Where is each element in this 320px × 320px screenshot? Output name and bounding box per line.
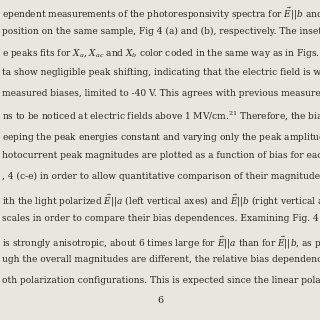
Text: e peaks fits for $X_a$, $X_{ac}$ and $X_b$ color coded in the same way as in Fig: e peaks fits for $X_a$, $X_{ac}$ and $X_… xyxy=(2,47,320,60)
Text: 6: 6 xyxy=(157,296,163,305)
Text: oth polarization configurations. This is expected since the linear polarizatio: oth polarization configurations. This is… xyxy=(2,276,320,285)
Text: ta show negligible peak shifting, indicating that the electric field is well bel: ta show negligible peak shifting, indica… xyxy=(2,68,320,77)
Text: eeping the peak energies constant and varying only the peak amplitudes ($I^0_{ph: eeping the peak energies constant and va… xyxy=(2,131,320,146)
Text: position on the same sample, Fig 4 (a) and (b), respectively. The insets of Fig: position on the same sample, Fig 4 (a) a… xyxy=(2,27,320,36)
Text: ns to be noticed at electric fields above 1 MV/cm.$^{21}$ Therefore, the bias de: ns to be noticed at electric fields abov… xyxy=(2,110,320,124)
Text: ependent measurements of the photoresponsivity spectra for $\vec{E}||b$ and $\ve: ependent measurements of the photorespon… xyxy=(2,6,320,22)
Text: , 4 (c-e) in order to allow quantitative comparison of their magnitudes. For ea: , 4 (c-e) in order to allow quantitative… xyxy=(2,172,320,181)
Text: scales in order to compare their bias dependences. Examining Fig. 4 (c), th: scales in order to compare their bias de… xyxy=(2,214,320,223)
Text: ugh the overall magnitudes are different, the relative bias dependence of the ph: ugh the overall magnitudes are different… xyxy=(2,255,320,264)
Text: measured biases, limited to -40 V. This agrees with previous measurements w: measured biases, limited to -40 V. This … xyxy=(2,89,320,98)
Text: is strongly anisotropic, about 6 times large for $\vec{E}||a$ than for $\vec{E}|: is strongly anisotropic, about 6 times l… xyxy=(2,235,320,251)
Text: ith the light polarized $\vec{E}||a$ (left vertical axes) and $\vec{E}||b$ (righ: ith the light polarized $\vec{E}||a$ (le… xyxy=(2,193,320,209)
Text: hotocurrent peak magnitudes are plotted as a function of bias for each of the th: hotocurrent peak magnitudes are plotted … xyxy=(2,151,320,160)
